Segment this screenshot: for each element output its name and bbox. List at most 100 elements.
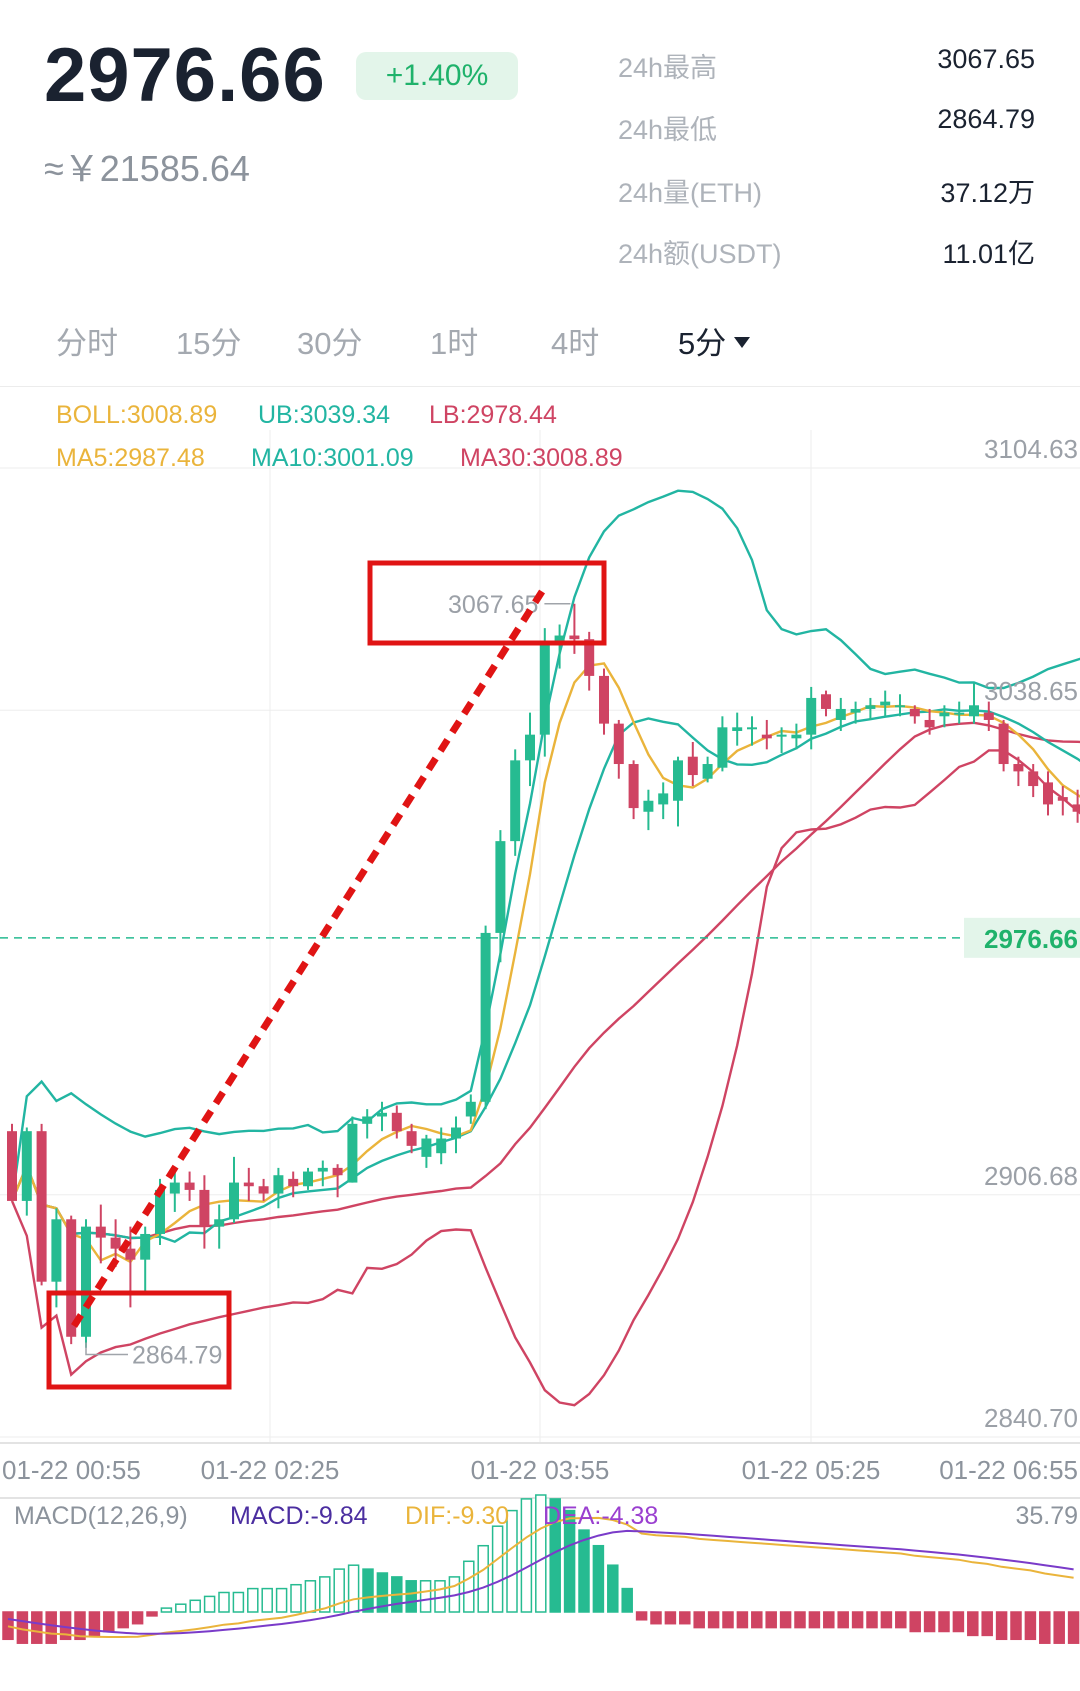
high-marker-label: 3067.65 xyxy=(448,591,538,619)
macd-bar xyxy=(923,1611,936,1633)
dif-value: DIF:-9.30 xyxy=(405,1502,509,1530)
candle-body xyxy=(362,1116,373,1124)
macd-bar xyxy=(794,1611,806,1629)
candle-body xyxy=(1013,764,1024,772)
macd-bar xyxy=(275,1587,288,1613)
tab-timeline[interactable]: 分时 xyxy=(56,326,118,361)
macd-bar xyxy=(146,1611,158,1617)
candle-body xyxy=(865,705,876,709)
macd-bar xyxy=(895,1611,907,1629)
macd-bar xyxy=(88,1611,101,1637)
macd-bar xyxy=(995,1611,1008,1641)
macd-bar xyxy=(664,1611,677,1625)
macd-bar xyxy=(304,1580,317,1613)
candle-body xyxy=(687,756,698,776)
candle-body xyxy=(495,841,506,933)
dea-value: DEA:-4.38 xyxy=(543,1502,658,1530)
candle-body xyxy=(895,705,905,708)
candle-body xyxy=(451,1127,461,1139)
macd-bar xyxy=(463,1560,475,1613)
macd-bar xyxy=(74,1611,86,1641)
stat-low-value: 2864.79 xyxy=(937,104,1035,134)
kline-chart[interactable]: 3067.65 2864.79 3104.63 3038.65 2906.68 2840… xyxy=(0,386,1080,1691)
candle-body xyxy=(554,635,565,643)
macd-bar xyxy=(16,1611,29,1644)
stat-high-value: 3067.65 xyxy=(937,44,1035,74)
macd-bar xyxy=(837,1611,849,1629)
macd-bar xyxy=(232,1591,245,1613)
candle xyxy=(717,716,728,772)
candle-body xyxy=(747,727,757,730)
macd-bar xyxy=(808,1611,821,1629)
candle-body xyxy=(569,635,580,640)
candle-body xyxy=(776,734,787,737)
macd-bar xyxy=(491,1525,504,1613)
macd-bar xyxy=(693,1611,705,1629)
ma30-label: MA30:3008.89 xyxy=(460,444,623,472)
candle xyxy=(36,1123,47,1286)
cny-price: ≈￥21585.64 xyxy=(44,148,250,189)
candle xyxy=(332,1164,343,1198)
macd-bar xyxy=(131,1611,144,1625)
candle-body xyxy=(628,764,639,809)
candle xyxy=(21,1127,32,1216)
tab-5m[interactable]: 5分 xyxy=(678,318,751,363)
macd-bar xyxy=(45,1611,57,1644)
candle-body xyxy=(880,701,891,706)
candle xyxy=(539,628,550,757)
candle-body xyxy=(110,1237,121,1249)
candle xyxy=(480,925,491,1110)
candle xyxy=(258,1178,269,1201)
candle xyxy=(1057,786,1068,816)
candle xyxy=(599,668,609,735)
candle xyxy=(806,686,817,750)
candle-body xyxy=(599,675,609,724)
candle-body xyxy=(954,712,965,715)
macd-bar xyxy=(103,1611,115,1633)
candle xyxy=(835,697,846,731)
candle xyxy=(569,603,580,654)
candle xyxy=(761,719,772,750)
candle xyxy=(687,741,698,787)
macd-bar xyxy=(650,1611,662,1625)
candle-body xyxy=(969,705,979,717)
macd-bar xyxy=(290,1583,302,1613)
tab-1h[interactable]: 1时 xyxy=(430,326,479,361)
candle xyxy=(377,1101,387,1132)
candle-body xyxy=(525,734,535,761)
candle-body xyxy=(673,760,683,801)
low-marker-line xyxy=(85,1342,128,1356)
ub-label: UB:3039.34 xyxy=(258,401,390,429)
macd-bar xyxy=(635,1611,648,1621)
candle xyxy=(243,1167,254,1201)
macd-legend: MACD(12,26,9) MACD:-9.84 DIF:-9.30 DEA:-… xyxy=(14,1502,1078,1530)
candle-body xyxy=(36,1131,47,1282)
candle-body xyxy=(406,1131,417,1146)
candle-body xyxy=(7,1131,17,1201)
tab-4h[interactable]: 4时 xyxy=(551,326,600,361)
candle-body xyxy=(66,1219,77,1337)
ma5-line xyxy=(10,662,1080,1264)
candle xyxy=(1028,764,1039,798)
candle-body xyxy=(643,800,654,812)
candle-body xyxy=(229,1182,239,1220)
candle-body xyxy=(761,734,772,739)
macd-value: MACD:-9.84 xyxy=(230,1502,368,1530)
tab-15m[interactable]: 15分 xyxy=(176,326,242,361)
macd-panel xyxy=(2,1494,1080,1644)
ma30-line xyxy=(10,721,1080,1240)
macd-bar xyxy=(117,1611,129,1629)
candle xyxy=(673,756,683,827)
candle xyxy=(391,1105,402,1139)
candle-body xyxy=(702,764,713,779)
candle-body xyxy=(850,708,861,713)
tab-30m[interactable]: 30分 xyxy=(297,326,363,361)
tab-5m-label: 5分 xyxy=(678,326,727,361)
candle-body xyxy=(21,1131,32,1201)
candle xyxy=(347,1116,358,1183)
candle xyxy=(436,1127,447,1165)
macd-bar xyxy=(261,1587,273,1613)
macd-bar xyxy=(189,1599,201,1613)
candle xyxy=(510,749,521,856)
candle xyxy=(451,1116,461,1154)
